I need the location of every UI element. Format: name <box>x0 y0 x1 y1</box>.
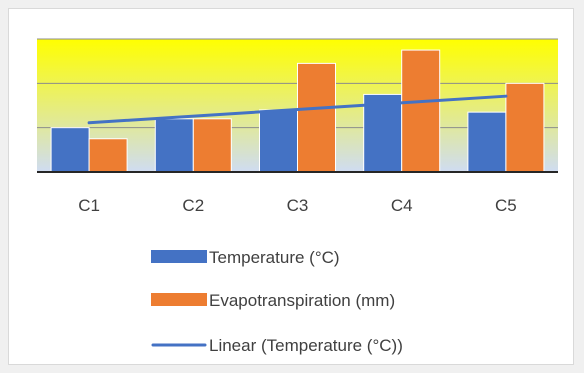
temperature-bar-c1 <box>50 127 90 173</box>
legend-label-temperature: Temperature (°C) <box>209 248 340 267</box>
x-tick-label: C4 <box>391 196 413 215</box>
x-tick-label: C2 <box>182 196 204 215</box>
x-tick-label: C5 <box>495 196 517 215</box>
trendline-group <box>87 94 508 125</box>
evapotranspiration-bar-c2 <box>192 118 232 173</box>
evapotranspiration-bar-c5 <box>505 82 545 173</box>
legend-key-temperature <box>151 250 207 263</box>
x-tick-labels: C1 C2 C3 C4 C5 <box>78 196 517 215</box>
evapotranspiration-bar-c4 <box>401 49 441 173</box>
temperature-bar-c2 <box>154 118 194 173</box>
legend-label-trendline: Linear (Temperature (°C)) <box>209 336 403 355</box>
x-tick-label: C3 <box>287 196 309 215</box>
evapotranspiration-bar-c1 <box>88 138 128 173</box>
legend-label-evapotranspiration: Evapotranspiration (mm) <box>209 291 395 310</box>
x-tick-label: C1 <box>78 196 100 215</box>
legend-key-evapotranspiration <box>151 293 207 306</box>
chart-svg: C1 C2 C3 C4 C5 Temperature (°C) Evapotranspir… <box>37 38 558 355</box>
evapotranspiration-bar-c3 <box>297 62 336 173</box>
temperature-bar-c4 <box>363 93 403 173</box>
trendline <box>87 94 508 125</box>
legend: Temperature (°C) Evapotranspiration (mm) L… <box>151 248 403 355</box>
temperature-bar-c3 <box>259 109 298 173</box>
temperature-bar-c5 <box>467 111 507 173</box>
bars <box>50 49 545 173</box>
chart-frame: C1 C2 C3 C4 C5 Temperature (°C) Evapotranspir… <box>8 8 574 365</box>
